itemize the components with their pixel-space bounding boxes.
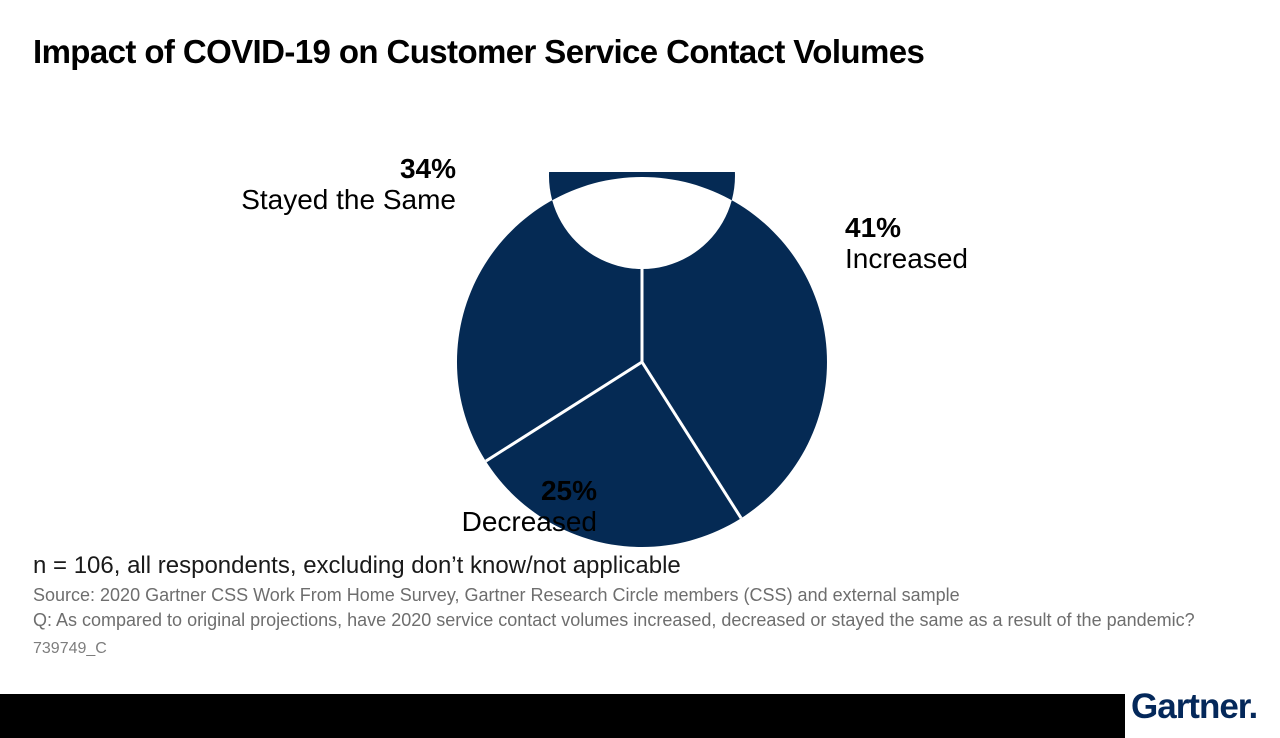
source-note: Source: 2020 Gartner CSS Work From Home … (33, 585, 960, 605)
slice-label-stayed-the-same: 34% Stayed the Same (241, 153, 456, 215)
slice-value-decreased: 25% (540, 475, 597, 506)
page-title: Impact of COVID-19 on Customer Service C… (33, 33, 925, 70)
donut-chart-area: 41% Increased 34% Stayed the Same 25% De… (0, 80, 1280, 547)
slice-name-stayed-the-same: Stayed the Same (241, 184, 456, 215)
slice-name-decreased: Decreased (461, 506, 597, 537)
gartner-logo: Gartner. (1131, 687, 1258, 726)
donut-chart (457, 172, 827, 547)
question-note: Q: As compared to original projections, … (33, 610, 1195, 630)
slice-value-increased: 41% (845, 212, 902, 243)
footer-bar (0, 694, 1125, 738)
slice-value-stayed-the-same: 34% (399, 153, 456, 184)
slice-name-increased: Increased (845, 243, 968, 274)
slice-label-decreased: 25% Decreased (462, 475, 597, 537)
slice-label-increased: 41% Increased (845, 212, 968, 274)
figure-id: 739749_C (33, 640, 107, 657)
sample-note: n = 106, all respondents, excluding don’… (33, 552, 681, 579)
